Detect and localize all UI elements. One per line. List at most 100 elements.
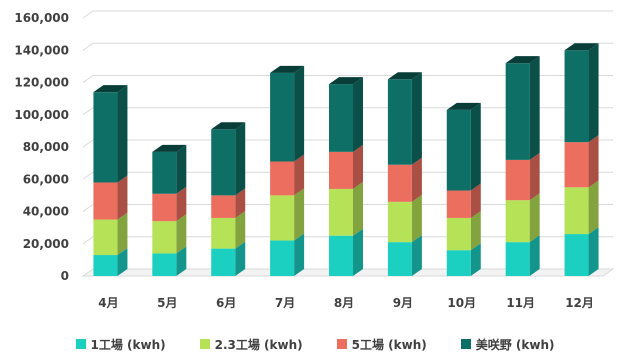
bar-front xyxy=(270,72,295,162)
bar-segment xyxy=(270,188,305,241)
bar-side xyxy=(235,188,246,218)
bar-segment xyxy=(446,102,481,191)
bar-front xyxy=(564,142,589,188)
bar-front xyxy=(446,250,471,276)
bar-side xyxy=(529,235,540,276)
bar-segment xyxy=(93,85,128,183)
bar-segment xyxy=(564,227,599,276)
bar-side xyxy=(235,210,246,249)
bar-front xyxy=(152,193,177,222)
gridline-depth xyxy=(82,139,94,148)
y-tick-label: 40,000 xyxy=(23,205,69,219)
bar-side xyxy=(411,235,422,276)
bar-side xyxy=(294,154,305,196)
bar-front xyxy=(387,201,412,243)
bar-segment xyxy=(505,193,540,243)
bar-side xyxy=(529,152,540,201)
bar-segment xyxy=(93,175,128,220)
bar-front xyxy=(564,187,589,235)
legend-swatch-1koujou xyxy=(75,339,86,349)
bar-front xyxy=(211,129,236,196)
legend-item-5koujou: 5工場 (kwh) xyxy=(336,336,427,353)
bar-side xyxy=(588,180,599,235)
bar-front xyxy=(564,234,589,276)
bar-segment xyxy=(505,152,540,201)
bar-top xyxy=(93,85,128,93)
bar-side xyxy=(529,56,540,160)
bar-side xyxy=(470,210,481,251)
bar-front xyxy=(152,221,177,254)
bar-segment xyxy=(93,212,128,256)
bar-segment xyxy=(446,243,481,276)
x-tick-label: 10月 xyxy=(447,296,476,310)
chart-legend: 1工場 (kwh) 2.3工場 (kwh) 5工場 (kwh) 美咲野 (kwh… xyxy=(0,335,630,353)
bar-segment xyxy=(152,246,187,276)
gridline-depth xyxy=(82,236,94,245)
bar-front xyxy=(270,195,295,241)
bar-top xyxy=(152,144,187,152)
bar-side xyxy=(235,241,246,276)
bar-segment xyxy=(270,65,305,162)
bar-side xyxy=(588,43,599,143)
y-tick-label: 100,000 xyxy=(14,108,69,122)
bar-side xyxy=(294,188,305,241)
bar-front xyxy=(152,151,177,194)
bar-side xyxy=(117,212,128,256)
bar-front xyxy=(270,161,295,196)
x-tick-label: 7月 xyxy=(275,296,295,310)
bar-side xyxy=(588,135,599,188)
bar-segment xyxy=(329,228,363,276)
bar-side xyxy=(353,181,363,236)
bar-segment xyxy=(446,183,481,218)
x-tick-label: 8月 xyxy=(334,296,354,310)
bar-segment xyxy=(564,43,599,143)
bar-front xyxy=(387,79,412,165)
bar-side xyxy=(117,248,128,276)
x-tick-label: 12月 xyxy=(565,296,594,310)
bar-front xyxy=(329,188,353,236)
bar-front xyxy=(505,200,530,243)
bar-side xyxy=(176,144,187,194)
x-tick-label: 5月 xyxy=(157,296,177,310)
legend-label-23koujou: 2.3工場 (kwh) xyxy=(214,337,303,352)
y-tick-label: 120,000 xyxy=(14,76,69,90)
bar-side xyxy=(353,228,363,276)
bar-front xyxy=(446,109,471,191)
y-tick-label: 140,000 xyxy=(14,43,69,57)
y-tick-label: 160,000 xyxy=(14,11,69,25)
bar-segment xyxy=(152,144,187,194)
bar-side xyxy=(235,122,246,196)
bar-front xyxy=(93,255,118,276)
legend-label-5koujou: 5工場 (kwh) xyxy=(351,337,427,352)
bar-front xyxy=(211,248,236,276)
bar-segment xyxy=(270,233,305,276)
bar-front xyxy=(329,235,353,276)
bar-segment xyxy=(505,56,540,160)
bars xyxy=(93,43,599,276)
bar-front xyxy=(446,190,471,218)
bar-segment xyxy=(152,186,187,222)
bar-front xyxy=(387,164,412,202)
bar-top xyxy=(505,56,540,64)
gridline-depth xyxy=(82,75,94,83)
bar-front xyxy=(93,219,118,256)
bar-front xyxy=(93,92,118,183)
bar-front xyxy=(152,253,177,276)
bar-side xyxy=(588,227,599,276)
bar-top xyxy=(564,43,599,51)
bar-segment xyxy=(387,194,422,243)
y-tick-label: 80,000 xyxy=(23,140,69,154)
gridline-depth xyxy=(82,107,94,116)
bar-segment xyxy=(329,181,363,236)
bar-segment xyxy=(505,235,540,276)
bar-segment xyxy=(329,144,363,189)
bar-top xyxy=(446,102,481,110)
bar-segment xyxy=(211,241,246,276)
bar-side xyxy=(117,175,128,220)
bar-side xyxy=(117,85,128,183)
bar-front xyxy=(505,242,530,276)
legend-label-1koujou: 1工場 (kwh) xyxy=(90,337,166,352)
x-tick-label: 9月 xyxy=(393,296,413,310)
y-tick-label: 60,000 xyxy=(23,172,69,186)
